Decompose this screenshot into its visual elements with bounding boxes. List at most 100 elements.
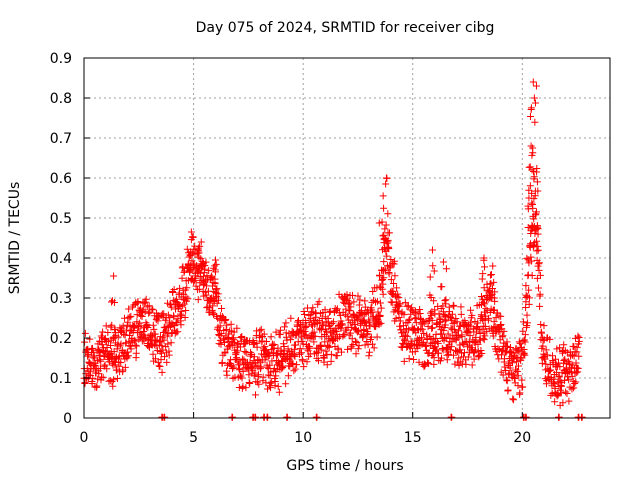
data-point (215, 296, 223, 304)
data-point (310, 338, 318, 346)
data-point (387, 276, 395, 284)
data-point (468, 344, 476, 352)
data-point (274, 382, 282, 390)
x-tick-label: 10 (294, 430, 312, 446)
data-point (181, 296, 189, 304)
data-point (428, 246, 436, 254)
data-point (86, 335, 94, 343)
data-point (233, 324, 241, 332)
data-point (186, 252, 194, 260)
data-point (149, 350, 157, 358)
data-point (574, 368, 582, 376)
data-point (508, 369, 516, 377)
data-point (157, 337, 165, 345)
y-tick-labels: 0 0.1 0.2 0.3 0.4 0.5 0.6 0.7 0.8 0.9 (50, 51, 72, 427)
data-point (440, 326, 448, 334)
data-point (532, 82, 540, 90)
data-point (260, 330, 268, 338)
data-point (170, 285, 178, 293)
data-point (113, 375, 121, 383)
y-tick-label: 0.3 (50, 291, 72, 307)
data-point (229, 413, 237, 421)
data-point (195, 264, 203, 272)
data-point (256, 327, 264, 335)
data-point (178, 312, 186, 320)
data-point (328, 332, 336, 340)
data-point (546, 335, 554, 343)
data-point (144, 324, 152, 332)
data-point (190, 278, 198, 286)
data-point (217, 340, 225, 348)
data-point (302, 331, 310, 339)
data-point (338, 321, 346, 329)
data-point (242, 384, 250, 392)
data-point (322, 347, 330, 355)
data-point (279, 340, 287, 348)
data-point (526, 113, 534, 121)
data-point (531, 99, 539, 107)
data-point (240, 356, 248, 364)
data-point (283, 336, 291, 344)
data-point (394, 290, 402, 298)
data-point (361, 318, 369, 326)
data-point (400, 311, 408, 319)
data-point (245, 378, 253, 386)
data-point (485, 314, 493, 322)
data-point (489, 332, 497, 340)
data-point (556, 363, 564, 371)
data-point (119, 322, 127, 330)
data-point (388, 299, 396, 307)
data-point (291, 365, 299, 373)
data-point (490, 278, 498, 286)
data-point (442, 335, 450, 343)
data-point (192, 282, 200, 290)
data-point (536, 271, 544, 279)
data-point (492, 314, 500, 322)
data-point (130, 336, 138, 344)
data-point (202, 282, 210, 290)
data-point (359, 331, 367, 339)
x-axis-label: GPS time / hours (286, 458, 403, 474)
data-point (440, 310, 448, 318)
data-point (504, 342, 512, 350)
data-point (564, 357, 572, 365)
data-point (530, 94, 538, 102)
data-point (393, 284, 401, 292)
y-axis-label: SRMTID / TECUs (7, 182, 23, 295)
data-point (289, 360, 297, 368)
data-point (106, 377, 114, 385)
data-point (369, 288, 377, 296)
data-point (518, 376, 526, 384)
data-point (92, 362, 100, 370)
x-tick-label: 5 (189, 430, 198, 446)
data-point (444, 330, 452, 338)
data-point (455, 327, 463, 335)
data-point (449, 319, 457, 327)
data-point (511, 373, 519, 381)
data-point (256, 333, 264, 341)
data-point (533, 247, 541, 255)
data-point (527, 230, 535, 238)
data-point (140, 299, 148, 307)
data-point (148, 305, 156, 313)
data-point (519, 318, 527, 326)
data-point (504, 386, 512, 394)
x-tick-label: 15 (404, 430, 422, 446)
data-point (261, 343, 269, 351)
data-point (104, 329, 112, 337)
data-point (213, 285, 221, 293)
data-point (496, 321, 504, 329)
data-point (356, 296, 364, 304)
data-point (502, 366, 510, 374)
data-point (254, 356, 262, 364)
data-point (478, 275, 486, 283)
data-point (351, 337, 359, 345)
x-tick-labels: 0 5 10 15 20 (80, 430, 532, 446)
data-point (143, 321, 151, 329)
data-point (319, 322, 327, 330)
data-point (502, 376, 510, 384)
data-point (156, 362, 164, 370)
data-point (275, 388, 283, 396)
chart-title: Day 075 of 2024, SRMTID for receiver cib… (196, 20, 495, 36)
data-point (381, 267, 389, 275)
